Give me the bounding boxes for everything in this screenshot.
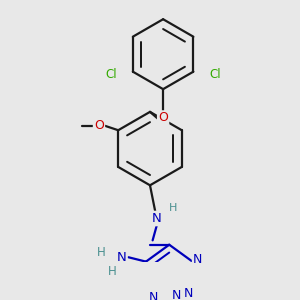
Text: N: N	[152, 212, 162, 225]
Text: Cl: Cl	[106, 68, 117, 81]
Text: N: N	[117, 251, 126, 264]
Text: H: H	[108, 265, 117, 278]
Text: N: N	[148, 291, 158, 300]
Text: N: N	[193, 253, 203, 266]
Text: H: H	[97, 246, 106, 260]
Text: N: N	[184, 287, 194, 300]
Text: H: H	[169, 203, 177, 213]
Text: O: O	[158, 112, 168, 124]
Text: Cl: Cl	[209, 68, 221, 81]
Text: O: O	[94, 119, 104, 132]
Text: N: N	[172, 289, 181, 300]
